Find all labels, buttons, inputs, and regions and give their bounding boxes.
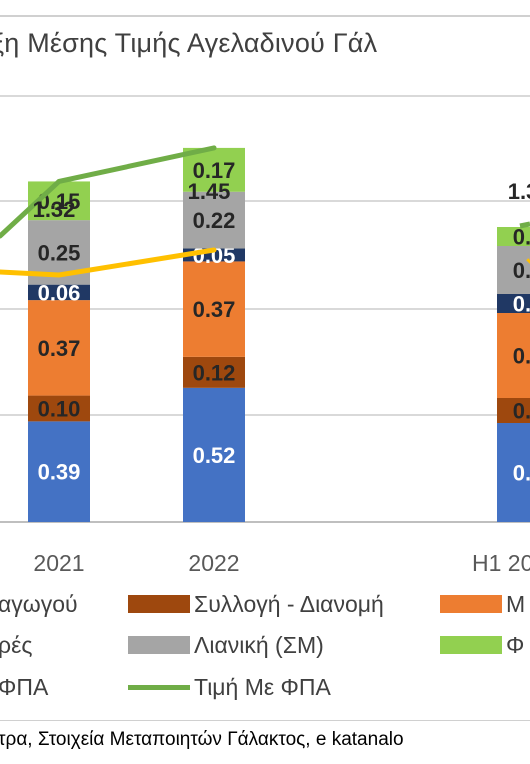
legend-item-vat: ΦΠΑ xyxy=(0,672,48,702)
legend-swatch xyxy=(440,636,502,654)
legend-item-price-with-vat: Τιμή Με ΦΠΑ xyxy=(128,672,331,702)
legend-item-collection-distribution: Συλλογή - Διανομή xyxy=(128,589,384,619)
legend-item-partial: αγωγού xyxy=(0,589,78,619)
bar-segment xyxy=(28,395,90,422)
x-tick-label: 2021 xyxy=(33,550,84,576)
bar-data-label: 0.0 xyxy=(513,292,530,317)
legend-line-swatch xyxy=(128,684,190,690)
bar-segment xyxy=(183,261,245,357)
bar-data-label: 0.12 xyxy=(193,360,236,385)
bar-data-label: 0.4 xyxy=(513,461,530,486)
legend-swatch xyxy=(128,595,190,613)
bar-data-label: 0.10 xyxy=(38,396,81,421)
x-tick-label: 2022 xyxy=(188,550,239,576)
price-with-vat-line-tail xyxy=(519,221,530,229)
bar-segment xyxy=(28,284,90,301)
legend-swatch xyxy=(128,636,190,654)
bar-segment xyxy=(497,313,530,398)
bar-segment xyxy=(28,300,90,396)
bar-data-label: 0.52 xyxy=(193,443,236,468)
bar-segment xyxy=(183,356,245,388)
legend-label: αγωγού xyxy=(0,590,78,617)
total-data-label: 1.45 xyxy=(188,179,231,204)
legend-label: Συλλογή - Διανομή xyxy=(194,590,384,617)
source-note: τρα, Στοιχεία Μεταποιητών Γάλακτος, e ka… xyxy=(0,729,404,750)
bar-data-label: 0.3 xyxy=(513,344,530,369)
bar-data-label: 0.1 xyxy=(513,399,530,424)
legend-label: ρές xyxy=(0,631,33,658)
legend-label: Φ xyxy=(506,631,525,658)
legend-item-retail: Λιανική (ΣΜ) xyxy=(128,630,324,660)
price-with-vat-line xyxy=(0,145,217,239)
legend-item-partial: ρές xyxy=(0,630,32,660)
bar-data-label: 0.37 xyxy=(193,297,236,322)
legend-row-3: ΦΠΑ Τιμή Με ΦΠΑ xyxy=(0,672,530,702)
legend-item-partial: Φ xyxy=(440,630,524,660)
legend-row-2: ρές Λιανική (ΣΜ) Φ xyxy=(0,630,530,660)
bar-data-label: 0.17 xyxy=(193,158,236,183)
bar-segment xyxy=(497,398,530,423)
bar-segment xyxy=(28,421,90,522)
bar-segment xyxy=(497,294,530,313)
legend-label: Τιμή Με ΦΠΑ xyxy=(194,673,331,700)
bar-segment xyxy=(183,147,245,192)
bar-data-label: 0.25 xyxy=(38,240,81,265)
total-data-label: 1.3 xyxy=(508,179,530,204)
chart-plot: 0.390.520.40.100.120.10.370.370.30.060.0… xyxy=(0,145,530,576)
legend-swatch xyxy=(440,595,502,613)
legend-label: ΦΠΑ xyxy=(0,673,49,700)
bar-data-label: 0.37 xyxy=(38,336,81,361)
bar-segment xyxy=(497,246,530,294)
chart-title: ξη Μέσης Τιμής Αγελαδινού Γάλ xyxy=(0,28,378,58)
legend-label: Λιανική (ΣΜ) xyxy=(194,631,324,658)
source-separator xyxy=(0,720,530,721)
title-separator xyxy=(0,95,530,97)
legend-label: Μ xyxy=(506,590,526,617)
bar-data-label: 0.2 xyxy=(513,258,530,283)
bar-segment xyxy=(497,227,530,246)
bar-segment xyxy=(183,387,245,522)
legend-item-partial: Μ xyxy=(440,589,525,619)
bar-data-label: 0.22 xyxy=(193,208,236,233)
x-tick-label: H1 20 xyxy=(472,550,530,576)
bar-segment xyxy=(497,423,530,522)
legend-row-1: αγωγού Συλλογή - Διανομή Μ xyxy=(0,589,530,619)
bar-data-label: 0.39 xyxy=(38,460,81,485)
total-data-label: 1.32 xyxy=(33,197,76,222)
vat-line xyxy=(0,247,217,278)
chart-frame-top xyxy=(0,15,530,17)
bar-data-label: 0.1 xyxy=(513,225,530,250)
bar-segment xyxy=(183,191,245,249)
